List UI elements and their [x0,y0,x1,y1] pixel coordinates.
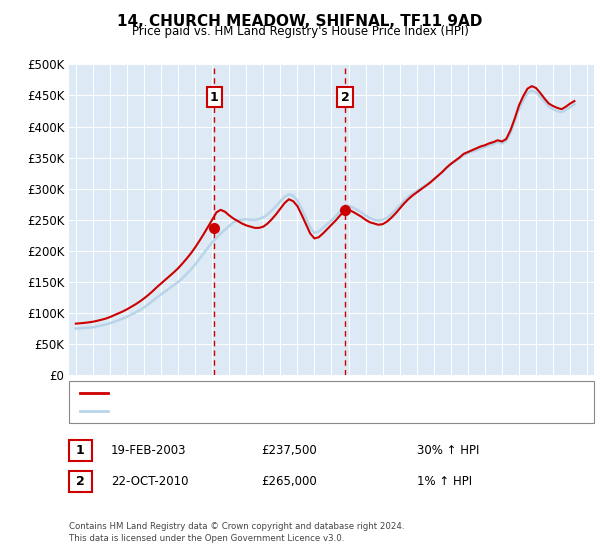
Text: Contains HM Land Registry data © Crown copyright and database right 2024.
This d: Contains HM Land Registry data © Crown c… [69,522,404,543]
Text: £237,500: £237,500 [261,444,317,458]
Text: 1% ↑ HPI: 1% ↑ HPI [417,475,472,488]
Text: £265,000: £265,000 [261,475,317,488]
Text: HPI: Average price, detached house, Shropshire: HPI: Average price, detached house, Shro… [115,406,364,416]
Text: 14, CHURCH MEADOW, SHIFNAL, TF11 9AD (detached house): 14, CHURCH MEADOW, SHIFNAL, TF11 9AD (de… [115,388,434,398]
Text: 14, CHURCH MEADOW, SHIFNAL, TF11 9AD: 14, CHURCH MEADOW, SHIFNAL, TF11 9AD [118,14,482,29]
Text: Price paid vs. HM Land Registry's House Price Index (HPI): Price paid vs. HM Land Registry's House … [131,25,469,38]
Text: 22-OCT-2010: 22-OCT-2010 [111,475,188,488]
Text: 1: 1 [76,444,85,458]
Text: 2: 2 [341,91,350,104]
Text: 19-FEB-2003: 19-FEB-2003 [111,444,187,458]
Text: 2: 2 [76,475,85,488]
Text: 1: 1 [210,91,219,104]
Text: 30% ↑ HPI: 30% ↑ HPI [417,444,479,458]
